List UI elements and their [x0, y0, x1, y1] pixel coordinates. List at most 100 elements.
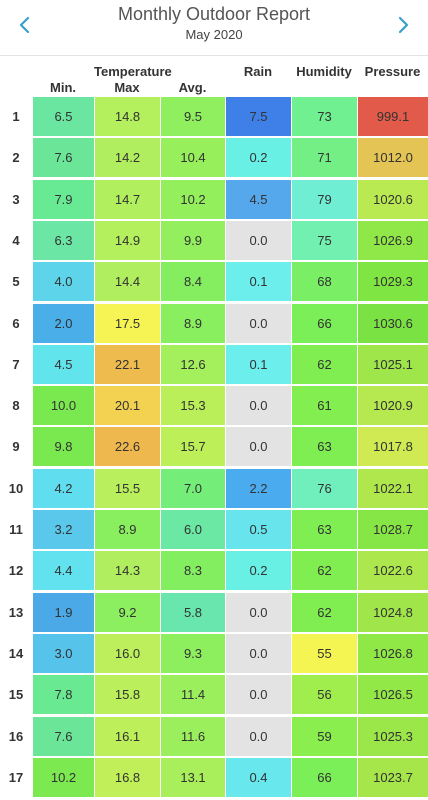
day-number: 5	[12, 274, 20, 290]
pressure-cell: 1024.8	[358, 592, 428, 632]
min-temp-cell: 9.8	[33, 427, 94, 467]
column-header-pressure: Pressure	[364, 64, 421, 79]
avg-temp-cell: 11.4	[161, 675, 225, 715]
pressure-cell: 1028.7	[358, 510, 428, 549]
max-temp-cell: 14.7	[95, 179, 160, 219]
day-number: 14	[8, 645, 24, 661]
avg-temp-cell: 13.1	[161, 757, 225, 797]
rain-cell: 0.0	[226, 633, 291, 673]
rain-cell: 0.0	[226, 427, 291, 467]
humidity-cell: 55	[292, 633, 357, 673]
avg-temp-cell: 5.8	[161, 592, 225, 632]
day-number: 9	[12, 439, 20, 455]
avg-temp-cell: 8.4	[161, 262, 225, 302]
column-header-avg: Avg.	[178, 80, 207, 95]
humidity-cell: 56	[292, 675, 357, 715]
max-temp-cell: 15.5	[95, 468, 160, 508]
day-number: 8	[12, 398, 20, 414]
rain-cell: 0.0	[226, 386, 291, 426]
chevron-right-icon	[398, 16, 409, 34]
rain-cell: 0.2	[226, 551, 291, 591]
rain-cell: 0.0	[226, 592, 291, 632]
column-header-max: Max	[114, 80, 140, 95]
min-temp-cell: 7.8	[33, 675, 94, 715]
humidity-cell: 63	[292, 427, 357, 467]
avg-temp-cell: 8.3	[161, 551, 225, 591]
min-temp-cell: 7.6	[33, 138, 94, 178]
day-number: 4	[12, 232, 20, 248]
avg-temp-cell: 9.3	[161, 633, 225, 673]
table-row: 6 2.0 17.5 8.9 0.0 66 1030.6	[0, 303, 428, 344]
day-number: 6	[12, 315, 20, 331]
pressure-cell: 1025.3	[358, 716, 428, 756]
humidity-cell: 66	[292, 757, 357, 797]
pressure-cell: 1026.5	[358, 675, 428, 715]
rain-cell: 0.5	[226, 510, 291, 549]
chevron-left-icon	[19, 16, 30, 34]
column-header-min: Min.	[50, 80, 76, 95]
max-temp-cell: 22.1	[95, 344, 160, 384]
day-number: 11	[9, 522, 23, 537]
day-number: 1	[12, 109, 20, 124]
rain-cell: 7.5	[226, 97, 291, 136]
table-row: 5 4.0 14.4 8.4 0.1 68 1029.3	[0, 261, 428, 302]
min-temp-cell: 1.9	[33, 592, 94, 632]
min-temp-cell: 3.2	[33, 510, 94, 549]
min-temp-cell: 10.0	[33, 386, 94, 426]
avg-temp-cell: 10.4	[161, 138, 225, 178]
avg-temp-cell: 9.5	[161, 97, 225, 136]
previous-month-button[interactable]	[10, 10, 40, 40]
table-row: 16 7.6 16.1 11.6 0.0 59 1025.3	[0, 716, 428, 757]
max-temp-cell: 14.9	[95, 220, 160, 260]
pressure-cell: 1022.1	[358, 468, 428, 508]
column-header-rain: Rain	[243, 64, 273, 79]
day-number: 2	[12, 150, 20, 166]
humidity-cell: 62	[292, 344, 357, 384]
day-number: 3	[12, 191, 20, 207]
day-number: 12	[8, 563, 24, 579]
rain-cell: 4.5	[226, 179, 291, 219]
rain-cell: 0.1	[226, 262, 291, 302]
min-temp-cell: 7.9	[33, 179, 94, 219]
avg-temp-cell: 8.9	[161, 303, 225, 343]
day-number: 15	[8, 687, 24, 703]
max-temp-cell: 8.9	[95, 510, 160, 549]
max-temp-cell: 9.2	[95, 592, 160, 632]
pressure-cell: 1029.3	[358, 262, 428, 302]
pressure-cell: 1017.8	[358, 427, 428, 467]
rain-cell: 0.0	[226, 716, 291, 756]
table-row: 3 7.9 14.7 10.2 4.5 79 1020.6	[0, 179, 428, 220]
min-temp-cell: 6.3	[33, 220, 94, 260]
max-temp-cell: 14.2	[95, 138, 160, 178]
table-row: 10 4.2 15.5 7.0 2.2 76 1022.1	[0, 468, 428, 509]
min-temp-cell: 2.0	[33, 303, 94, 343]
max-temp-cell: 16.0	[95, 633, 160, 673]
humidity-cell: 79	[292, 179, 357, 219]
rain-cell: 0.0	[226, 675, 291, 715]
max-temp-cell: 14.4	[95, 262, 160, 302]
max-temp-cell: 16.8	[95, 757, 160, 797]
humidity-cell: 63	[292, 510, 357, 549]
humidity-cell: 73	[292, 97, 357, 136]
next-month-button[interactable]	[388, 10, 418, 40]
table-row: 15 7.8 15.8 11.4 0.0 56 1026.5	[0, 674, 428, 715]
day-number: 17	[8, 769, 24, 785]
pressure-cell: 1023.7	[358, 757, 428, 797]
min-temp-cell: 7.6	[33, 716, 94, 756]
max-temp-cell: 16.1	[95, 716, 160, 756]
max-temp-cell: 15.8	[95, 675, 160, 715]
min-temp-cell: 4.0	[33, 262, 94, 302]
avg-temp-cell: 15.7	[161, 427, 225, 467]
table-row: 14 3.0 16.0 9.3 0.0 55 1026.8	[0, 633, 428, 674]
humidity-cell: 61	[292, 386, 357, 426]
avg-temp-cell: 9.9	[161, 220, 225, 260]
table-row: 2 7.6 14.2 10.4 0.2 71 1012.0	[0, 137, 428, 178]
max-temp-cell: 17.5	[95, 303, 160, 343]
table-row: 8 10.0 20.1 15.3 0.0 61 1020.9	[0, 385, 428, 426]
humidity-cell: 75	[292, 220, 357, 260]
avg-temp-cell: 11.6	[161, 716, 225, 756]
table-header: Temperature Min. Max Avg. Rain Humidity …	[0, 56, 428, 98]
day-number: 10	[8, 480, 24, 496]
rain-cell: 0.1	[226, 344, 291, 384]
humidity-cell: 66	[292, 303, 357, 343]
